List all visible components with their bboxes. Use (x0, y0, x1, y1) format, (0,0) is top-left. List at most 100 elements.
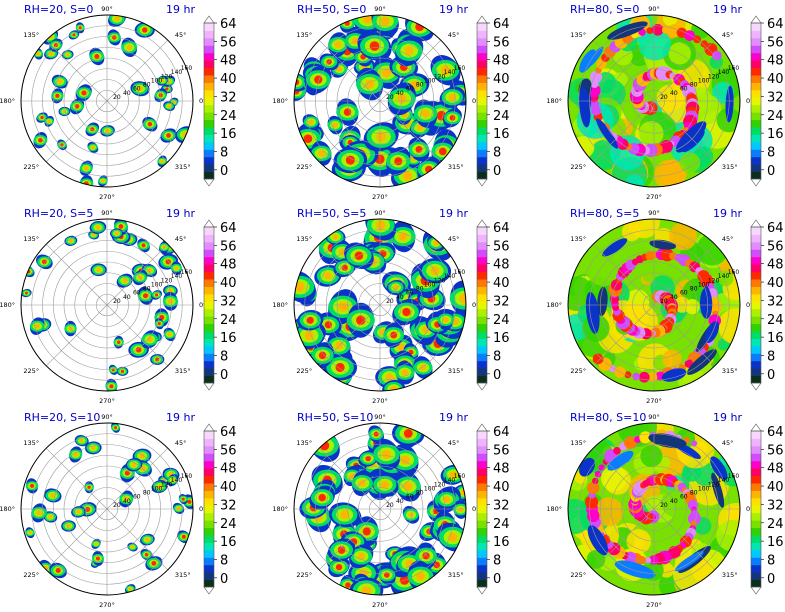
field-cell (645, 250, 656, 261)
cell-core (139, 453, 145, 459)
grid-spoke (45, 243, 108, 306)
colorbar-swatch (204, 286, 214, 295)
polar-frame (293, 422, 467, 596)
angle-label: 180° (272, 505, 288, 513)
colorbar-swatch (477, 141, 487, 150)
colorbar-swatch (204, 241, 214, 250)
colorbar-swatch (477, 505, 487, 514)
colorbar-tick-label: 40 (493, 72, 510, 87)
field-cell (638, 371, 650, 383)
cell-core (78, 26, 82, 30)
colorbar-swatch (204, 227, 214, 235)
field-cell (598, 464, 605, 471)
cell-core (105, 128, 110, 133)
colorbar-tick-label: 32 (767, 498, 784, 513)
colorbar-swatch (204, 542, 214, 551)
cell-core (332, 234, 339, 240)
radial-tick-label: 120 (434, 73, 446, 80)
colorbar: 0 8 16 24 32 40 48 56 64 (750, 15, 784, 187)
colorbar-tick-label: 56 (767, 35, 784, 50)
colorbar-extend-bottom (750, 586, 762, 595)
colorbar-swatch (751, 23, 761, 31)
colorbar-tick-label: 64 (767, 221, 784, 236)
colorbar-tick-label: 40 (767, 480, 784, 495)
cell-core (91, 145, 95, 150)
colorbar-swatch (204, 134, 214, 143)
colorbar-tick-label: 16 (220, 535, 237, 550)
field-cell (587, 46, 604, 68)
colorbar-swatch (751, 301, 761, 310)
colorbar-swatch (204, 171, 214, 180)
field-cell (684, 30, 696, 41)
colorbar-swatch (204, 256, 214, 265)
colorbar-swatch (204, 104, 214, 113)
cell-core (459, 293, 466, 304)
panel-title: RH=80, S=10 (570, 411, 646, 424)
colorbar-swatch (477, 279, 487, 287)
radial-tick-label: 160 (728, 65, 740, 72)
colorbar-tick-label: 32 (220, 90, 237, 105)
radial-tick-label: 80 (690, 490, 698, 497)
angle-label: 225° (296, 163, 312, 171)
angle-label: 225° (296, 367, 312, 375)
polar-frame (293, 14, 467, 188)
polar-frame (20, 14, 194, 188)
grid-spoke (592, 39, 655, 102)
angle-label: 0° (199, 97, 206, 105)
grid-spoke (653, 304, 716, 367)
cell-core (122, 278, 128, 283)
field-cell (668, 42, 691, 65)
colorbar-tick-label: 0 (493, 164, 501, 179)
grid-spoke (592, 100, 655, 163)
cell-core (114, 426, 117, 430)
field-cell (613, 446, 621, 455)
polar-grid (567, 422, 741, 596)
angle-label: 180° (0, 301, 15, 309)
colorbar-swatch (204, 149, 214, 158)
colorbar-tick-label: 8 (767, 145, 775, 160)
cell-core (416, 572, 425, 581)
colorbar-swatch (751, 445, 761, 454)
colorbar-swatch (751, 438, 761, 447)
cell-core (303, 134, 313, 144)
cell-core (415, 146, 423, 153)
cell-core (369, 41, 380, 51)
radial-tick-label: 40 (396, 498, 404, 505)
panel-title: RH=80, S=0 (570, 3, 639, 16)
angle-label: 135° (570, 31, 586, 39)
colorbar-swatch (477, 345, 487, 354)
colorbar-swatch (751, 227, 761, 235)
colorbar-extend-top (476, 219, 488, 228)
angle-label: 0° (472, 97, 479, 105)
radial-tick-label: 140 (718, 477, 730, 484)
radial-tick-label: 120 (434, 481, 446, 488)
cell-core (137, 86, 143, 92)
radial-tick-label: 40 (670, 294, 678, 301)
angle-label: 45° (722, 235, 734, 243)
colorbar-swatch (751, 353, 761, 362)
colorbar-swatch (751, 256, 761, 265)
angle-label: 0° (472, 301, 479, 309)
radial-tick-label: 100 (698, 281, 710, 288)
angle-label: 135° (296, 439, 312, 447)
cell-core (95, 225, 101, 230)
cell-core (120, 369, 125, 373)
colorbar-swatch (204, 549, 214, 558)
polar-panel: 204060801001201401600°45°90°135°180°225°… (0, 207, 237, 405)
angle-label: 180° (0, 97, 15, 105)
radial-tick-label: 140 (718, 273, 730, 280)
cell-core (304, 330, 314, 341)
cell-core (66, 53, 70, 57)
angle-label: 225° (570, 571, 586, 579)
cell-core (144, 552, 149, 557)
field-cell (614, 560, 656, 579)
field-cell (651, 23, 664, 36)
colorbar-swatch (751, 497, 761, 506)
colorbar-tick-label: 32 (220, 294, 237, 309)
angle-label: 135° (570, 235, 586, 243)
colorbar-swatch (204, 52, 214, 61)
angle-label: 270° (372, 193, 388, 201)
colorbar-swatch (477, 535, 487, 543)
radial-tick-label: 140 (171, 69, 183, 76)
